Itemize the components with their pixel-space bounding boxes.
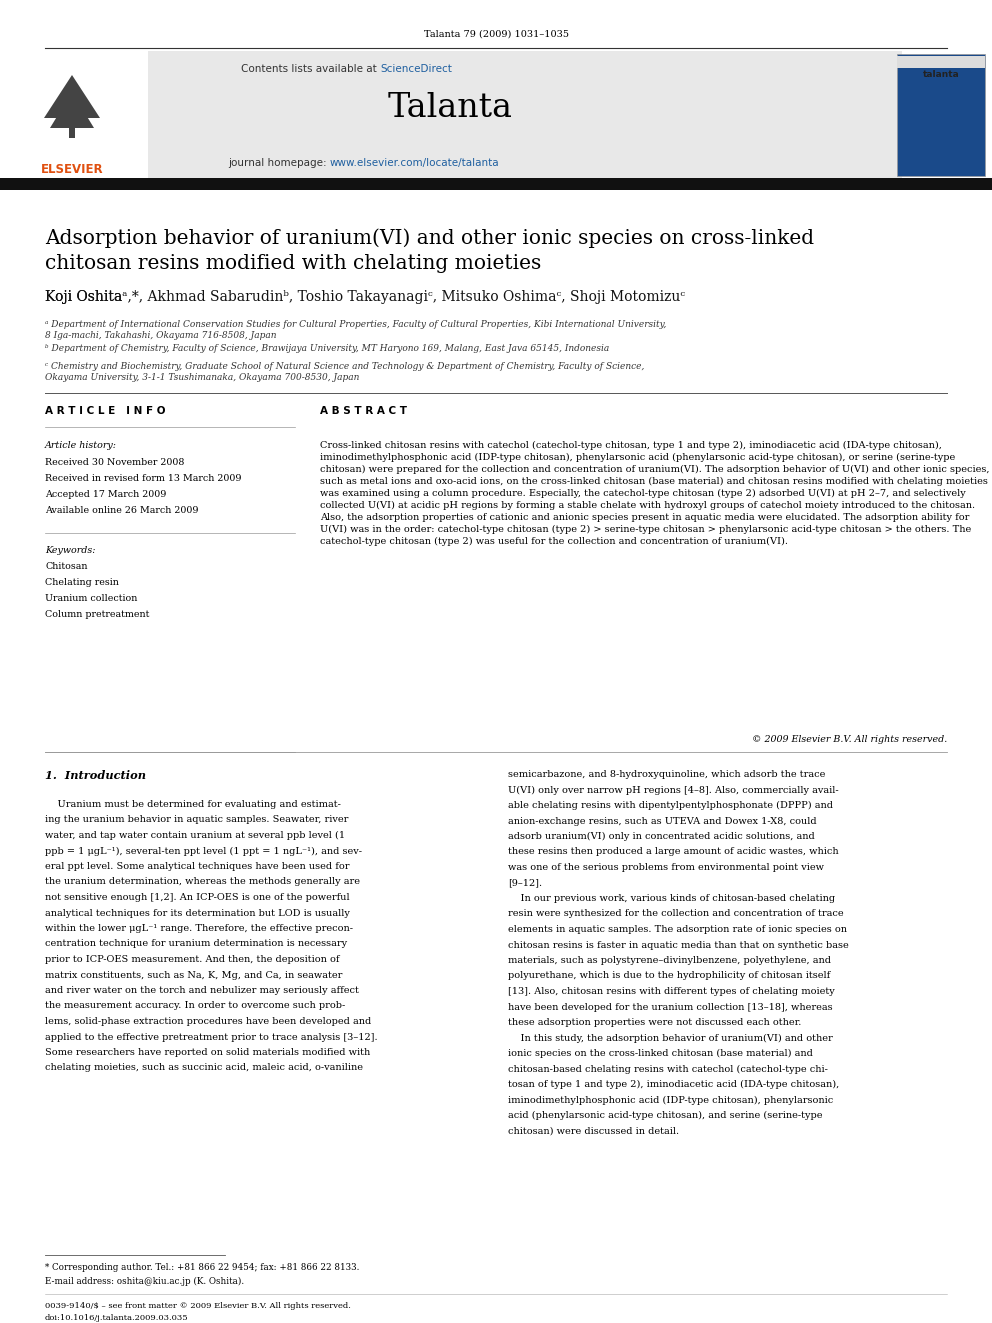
Text: A R T I C L E   I N F O: A R T I C L E I N F O <box>45 406 166 415</box>
Text: the measurement accuracy. In order to overcome such prob-: the measurement accuracy. In order to ov… <box>45 1002 345 1011</box>
Text: elements in aquatic samples. The adsorption rate of ionic species on: elements in aquatic samples. The adsorpt… <box>508 925 847 934</box>
Text: U(VI) only over narrow pH regions [4–8]. Also, commercially avail-: U(VI) only over narrow pH regions [4–8].… <box>508 786 838 795</box>
Text: Talanta: Talanta <box>388 93 513 124</box>
Text: iminodimethylphosphonic acid (IDP-type chitosan), phenylarsonic: iminodimethylphosphonic acid (IDP-type c… <box>508 1095 833 1105</box>
Text: Article history:: Article history: <box>45 441 117 450</box>
Text: © 2009 Elsevier B.V. All rights reserved.: © 2009 Elsevier B.V. All rights reserved… <box>752 736 947 744</box>
Text: eral ppt level. Some analytical techniques have been used for: eral ppt level. Some analytical techniqu… <box>45 863 349 871</box>
Text: lems, solid-phase extraction procedures have been developed and: lems, solid-phase extraction procedures … <box>45 1017 371 1027</box>
Text: Column pretreatment: Column pretreatment <box>45 610 150 619</box>
Text: Chelating resin: Chelating resin <box>45 578 119 587</box>
Text: tosan of type 1 and type 2), iminodiacetic acid (IDA-type chitosan),: tosan of type 1 and type 2), iminodiacet… <box>508 1080 839 1089</box>
Text: have been developed for the uranium collection [13–18], whereas: have been developed for the uranium coll… <box>508 1003 832 1012</box>
Text: In our previous work, various kinds of chitosan-based chelating: In our previous work, various kinds of c… <box>508 894 835 904</box>
Text: applied to the effective pretreatment prior to trace analysis [3–12].: applied to the effective pretreatment pr… <box>45 1032 378 1041</box>
Text: Talanta 79 (2009) 1031–1035: Talanta 79 (2009) 1031–1035 <box>424 30 568 38</box>
Text: 1.  Introduction: 1. Introduction <box>45 770 146 781</box>
Text: able chelating resins with dipentylpentylphosphonate (DPPP) and: able chelating resins with dipentylpenty… <box>508 800 833 810</box>
Text: Uranium collection: Uranium collection <box>45 594 137 603</box>
Text: doi:10.1016/j.talanta.2009.03.035: doi:10.1016/j.talanta.2009.03.035 <box>45 1314 188 1322</box>
Text: anion-exchange resins, such as UTEVA and Dowex 1-X8, could: anion-exchange resins, such as UTEVA and… <box>508 816 816 826</box>
Bar <box>0 52 148 179</box>
Text: Received in revised form 13 March 2009: Received in revised form 13 March 2009 <box>45 474 241 483</box>
Text: Koji Oshitaᵃ,*, Akhmad Sabarudinᵇ, Toshio Takayanagiᶜ, Mitsuko Oshimaᶜ, Shoji Mo: Koji Oshitaᵃ,*, Akhmad Sabarudinᵇ, Toshi… <box>45 290 685 304</box>
Text: Cross-linked chitosan resins with catechol (catechol-type chitosan, type 1 and t: Cross-linked chitosan resins with catech… <box>320 441 989 546</box>
Text: Uranium must be determined for evaluating and estimat-: Uranium must be determined for evaluatin… <box>45 800 341 808</box>
Text: the uranium determination, whereas the methods generally are: the uranium determination, whereas the m… <box>45 877 360 886</box>
Text: ELSEVIER: ELSEVIER <box>41 163 103 176</box>
Text: www.elsevier.com/locate/talanta: www.elsevier.com/locate/talanta <box>330 157 500 168</box>
Text: Contents lists available at: Contents lists available at <box>241 64 380 74</box>
Bar <box>897 54 985 176</box>
Text: Some researchers have reported on solid materials modified with: Some researchers have reported on solid … <box>45 1048 370 1057</box>
Text: water, and tap water contain uranium at several ppb level (1: water, and tap water contain uranium at … <box>45 831 345 840</box>
Text: talanta: talanta <box>923 70 959 79</box>
Text: 0039-9140/$ – see front matter © 2009 Elsevier B.V. All rights reserved.: 0039-9140/$ – see front matter © 2009 El… <box>45 1302 351 1310</box>
Polygon shape <box>44 75 100 118</box>
Text: A B S T R A C T: A B S T R A C T <box>320 406 407 415</box>
Polygon shape <box>50 93 94 128</box>
Text: Koji Oshita: Koji Oshita <box>45 290 122 304</box>
Text: adsorb uranium(VI) only in concentrated acidic solutions, and: adsorb uranium(VI) only in concentrated … <box>508 832 814 841</box>
Text: ionic species on the cross-linked chitosan (base material) and: ionic species on the cross-linked chitos… <box>508 1049 812 1058</box>
Text: Accepted 17 March 2009: Accepted 17 March 2009 <box>45 490 167 499</box>
Text: [13]. Also, chitosan resins with different types of chelating moiety: [13]. Also, chitosan resins with differe… <box>508 987 834 996</box>
Bar <box>145 52 902 179</box>
Text: ᵃ Department of International Conservation Studies for Cultural Properties, Facu: ᵃ Department of International Conservati… <box>45 320 667 340</box>
Text: ᶜ Chemistry and Biochemistry, Graduate School of Natural Science and Technology : ᶜ Chemistry and Biochemistry, Graduate S… <box>45 363 645 382</box>
Text: within the lower μgL⁻¹ range. Therefore, the effective precon-: within the lower μgL⁻¹ range. Therefore,… <box>45 923 353 933</box>
Text: these adsorption properties were not discussed each other.: these adsorption properties were not dis… <box>508 1017 802 1027</box>
Text: chitosan resins is faster in aquatic media than that on synthetic base: chitosan resins is faster in aquatic med… <box>508 941 849 950</box>
Text: acid (phenylarsonic acid-type chitosan), and serine (serine-type: acid (phenylarsonic acid-type chitosan),… <box>508 1111 822 1121</box>
Text: Received 30 November 2008: Received 30 November 2008 <box>45 458 185 467</box>
Text: journal homepage:: journal homepage: <box>228 157 330 168</box>
Text: chitosan-based chelating resins with catechol (catechol-type chi-: chitosan-based chelating resins with cat… <box>508 1065 828 1074</box>
Text: Keywords:: Keywords: <box>45 546 95 556</box>
Text: E-mail address: oshita@kiu.ac.jp (K. Oshita).: E-mail address: oshita@kiu.ac.jp (K. Osh… <box>45 1277 244 1286</box>
Text: ScienceDirect: ScienceDirect <box>380 64 452 74</box>
Text: semicarbazone, and 8-hydroxyquinoline, which adsorb the trace: semicarbazone, and 8-hydroxyquinoline, w… <box>508 770 825 779</box>
Text: ᵇ Department of Chemistry, Faculty of Science, Brawijaya University, MT Haryono : ᵇ Department of Chemistry, Faculty of Sc… <box>45 344 609 353</box>
Text: ppb = 1 μgL⁻¹), several-ten ppt level (1 ppt = 1 ngL⁻¹), and sev-: ppb = 1 μgL⁻¹), several-ten ppt level (1… <box>45 847 362 856</box>
Text: Available online 26 March 2009: Available online 26 March 2009 <box>45 505 198 515</box>
Text: Adsorption behavior of uranium(VI) and other ionic species on cross-linked
chito: Adsorption behavior of uranium(VI) and o… <box>45 228 814 274</box>
Bar <box>69 118 75 138</box>
Text: matrix constituents, such as Na, K, Mg, and Ca, in seawater: matrix constituents, such as Na, K, Mg, … <box>45 971 342 979</box>
Text: was one of the serious problems from environmental point view: was one of the serious problems from env… <box>508 863 824 872</box>
Text: materials, such as polystyrene–divinylbenzene, polyethylene, and: materials, such as polystyrene–divinylbe… <box>508 957 831 964</box>
Text: * Corresponding author. Tel.: +81 866 22 9454; fax: +81 866 22 8133.: * Corresponding author. Tel.: +81 866 22… <box>45 1263 359 1271</box>
Bar <box>897 56 985 67</box>
Text: [9–12].: [9–12]. <box>508 878 542 888</box>
Text: prior to ICP-OES measurement. And then, the deposition of: prior to ICP-OES measurement. And then, … <box>45 955 339 964</box>
Text: chitosan) were discussed in detail.: chitosan) were discussed in detail. <box>508 1126 680 1135</box>
Text: these resins then produced a large amount of acidic wastes, which: these resins then produced a large amoun… <box>508 848 838 856</box>
Text: and river water on the torch and nebulizer may seriously affect: and river water on the torch and nebuliz… <box>45 986 359 995</box>
Text: analytical techniques for its determination but LOD is usually: analytical techniques for its determinat… <box>45 909 350 917</box>
Text: chelating moieties, such as succinic acid, maleic acid, o-vaniline: chelating moieties, such as succinic aci… <box>45 1064 363 1073</box>
Text: not sensitive enough [1,2]. An ICP-OES is one of the powerful: not sensitive enough [1,2]. An ICP-OES i… <box>45 893 349 902</box>
Text: resin were synthesized for the collection and concentration of trace: resin were synthesized for the collectio… <box>508 909 843 918</box>
Text: In this study, the adsorption behavior of uranium(VI) and other: In this study, the adsorption behavior o… <box>508 1033 832 1043</box>
Text: Chitosan: Chitosan <box>45 562 87 572</box>
Text: centration technique for uranium determination is necessary: centration technique for uranium determi… <box>45 939 347 949</box>
Text: ing the uranium behavior in aquatic samples. Seawater, river: ing the uranium behavior in aquatic samp… <box>45 815 348 824</box>
Bar <box>0 179 992 191</box>
Text: polyurethane, which is due to the hydrophilicity of chitosan itself: polyurethane, which is due to the hydrop… <box>508 971 830 980</box>
